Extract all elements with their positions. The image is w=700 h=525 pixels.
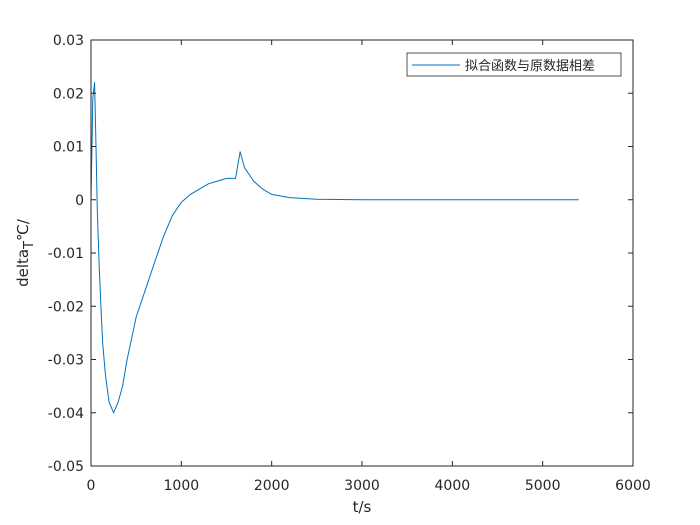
y-tick-label: 0 bbox=[75, 193, 84, 209]
x-tick-label: 4000 bbox=[435, 478, 471, 494]
legend: 拟合函数与原数据相差 bbox=[406, 52, 622, 77]
x-tick-label: 1000 bbox=[164, 478, 200, 494]
x-tick-label: 6000 bbox=[615, 478, 651, 494]
x-tick-label: 2000 bbox=[254, 478, 290, 494]
y-tick-label: -0.02 bbox=[48, 299, 84, 315]
y-tick-label: -0.05 bbox=[48, 459, 84, 475]
y-tick-label: 0.01 bbox=[53, 140, 84, 156]
y-tick-label: -0.04 bbox=[48, 406, 84, 422]
y-ticks: -0.05 -0.04 -0.03 -0.02 -0.01 0 0.01 0.02 0.03 bbox=[48, 33, 633, 475]
y-tick-label: -0.01 bbox=[48, 246, 84, 262]
legend-box bbox=[406, 52, 622, 77]
y-axis-label-main: delta bbox=[14, 249, 32, 287]
y-axis-label-tail: ℃/ bbox=[14, 218, 32, 241]
x-tick-label: 5000 bbox=[525, 478, 561, 494]
y-axis-label: deltaT℃/ bbox=[14, 218, 37, 287]
legend-entry-label: 拟合函数与原数据相差 bbox=[465, 59, 595, 74]
y-tick-label: 0.02 bbox=[53, 86, 84, 102]
y-axis-label-sub: T bbox=[22, 241, 37, 250]
x-tick-label: 3000 bbox=[344, 478, 380, 494]
x-axis-label: t/s bbox=[353, 498, 372, 516]
y-tick-label: -0.03 bbox=[48, 353, 84, 369]
x-tick-label: 0 bbox=[87, 478, 96, 494]
x-ticks: 0 1000 2000 3000 4000 5000 6000 bbox=[87, 40, 651, 494]
y-tick-label: 0.03 bbox=[53, 33, 84, 49]
series-layer bbox=[90, 82, 579, 414]
series-line bbox=[90, 82, 579, 414]
plot-area bbox=[91, 40, 633, 466]
